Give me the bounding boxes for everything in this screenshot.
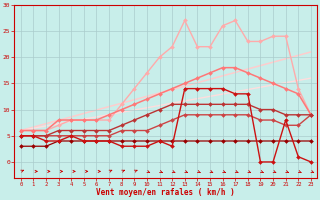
X-axis label: Vent moyen/en rafales ( km/h ): Vent moyen/en rafales ( km/h ): [96, 188, 235, 197]
